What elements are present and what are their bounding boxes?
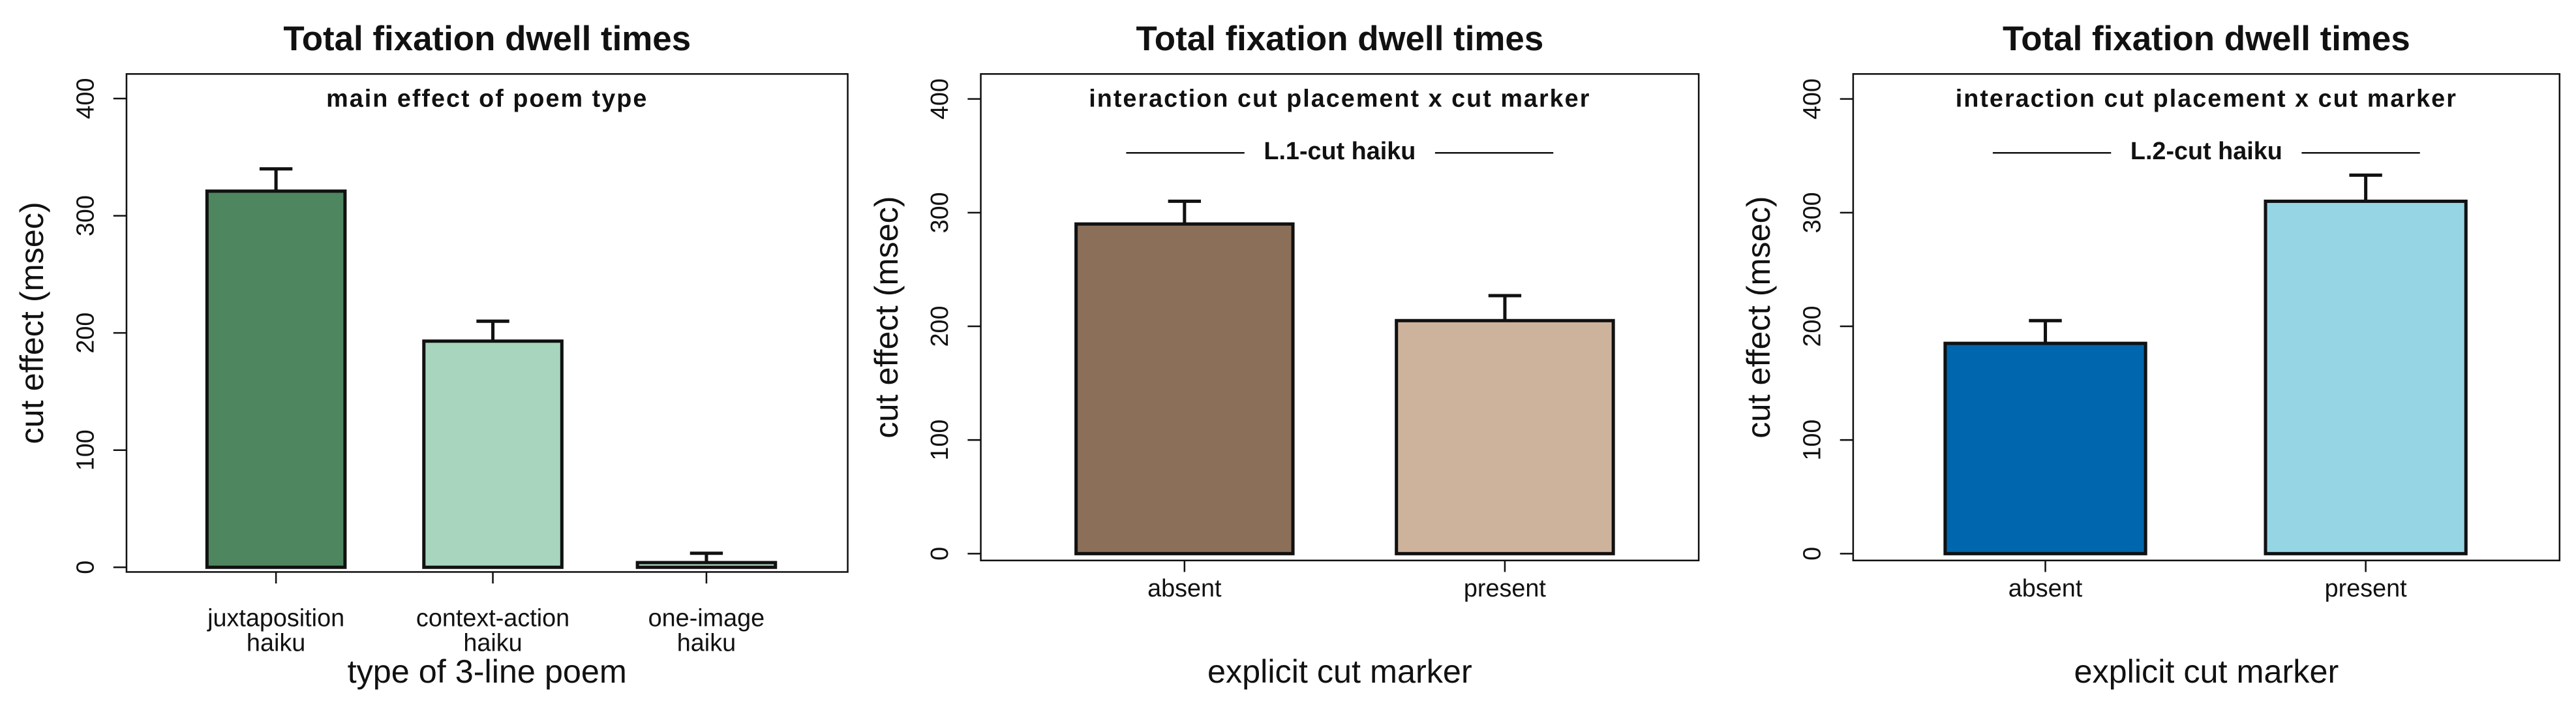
y-tick-label: 0 [926,547,954,561]
x-tick-label: present [2324,576,2407,604]
y-tick-label: 100 [1798,420,1826,461]
x-axis-label: explicit cut marker [2074,653,2339,690]
y-tick-label: 200 [72,313,99,354]
x-axis-label: type of 3-line poem [348,653,627,690]
plot-frame [1852,73,2561,562]
x-tick-label-box: one-image haiku [648,606,765,658]
x-tick-label-box: present [1463,576,1546,604]
bar [1395,318,1615,555]
annotation: L.1-cut haiku [1264,138,1416,165]
y-tick-label: 300 [926,192,954,233]
annotation: L.2-cut haiku [2130,138,2282,165]
y-axis-label: cut effect (msec) [1740,196,1777,438]
subtitle: interaction cut placement x cut marker [1089,85,1590,113]
x-axis-label: explicit cut marker [1207,653,1472,690]
x-tick-label-box: absent [2008,576,2083,604]
subtitle: interaction cut placement x cut marker [1956,85,2457,113]
x-tick-label: absent [2008,576,2083,604]
x-tick-label-box: present [2324,576,2407,604]
subtitle: main effect of poem type [326,85,648,113]
x-tick-label: present [1463,576,1546,604]
x-tick-label: context-action haiku [416,606,570,658]
y-tick-label: 200 [926,305,954,347]
y-axis-label: cut effect (msec) [13,202,50,444]
x-tick-label: juxtaposition haiku [207,606,345,658]
panel: Total fixation dwell times interaction cu… [1740,20,2561,690]
y-axis-label: cut effect (msec) [868,196,905,438]
bar [635,561,778,569]
panels: Total fixation dwell times main effect of… [13,20,2561,690]
chart-title: Total fixation dwell times [1136,20,1543,58]
x-tick-label-box: context-action haiku [416,606,570,658]
x-tick-label: absent [1147,576,1222,604]
y-tick-label: 400 [72,78,99,119]
bar [205,189,347,569]
y-tick-label: 100 [926,420,954,461]
x-tick-label: one-image haiku [648,606,765,658]
y-tick-label: 0 [72,561,99,574]
y-tick-label: 300 [1798,192,1826,233]
plot-frame [980,73,1700,562]
y-tick-label: 300 [72,195,99,236]
bar [1943,341,2147,555]
y-tick-label: 0 [1798,547,1826,561]
plot-frame [125,73,849,573]
x-tick-label-box: juxtaposition haiku [207,606,345,658]
chart-title: Total fixation dwell times [2003,20,2410,58]
panel: Total fixation dwell times interaction cu… [868,20,1700,690]
y-tick-label: 400 [926,78,954,119]
x-tick-label-box: absent [1147,576,1222,604]
bar [1074,222,1295,555]
chart-title: Total fixation dwell times [283,20,691,58]
y-tick-label: 100 [72,429,99,471]
y-tick-label: 400 [1798,78,1826,119]
bar [2264,199,2468,555]
panel: Total fixation dwell times main effect of… [13,20,849,690]
y-tick-label: 200 [1798,305,1826,347]
bar [422,339,564,569]
